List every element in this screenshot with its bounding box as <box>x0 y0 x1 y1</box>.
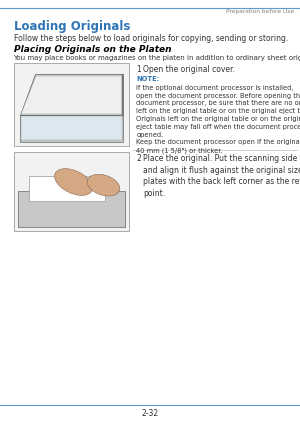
Text: Open the original cover.: Open the original cover. <box>143 65 235 74</box>
Bar <box>18 191 124 227</box>
Text: Place the original. Put the scanning side facedown
and align it flush against th: Place the original. Put the scanning sid… <box>143 154 300 198</box>
Text: 2-32: 2-32 <box>141 409 159 418</box>
Text: Placing Originals on the Platen: Placing Originals on the Platen <box>14 45 171 54</box>
Text: Loading Originals: Loading Originals <box>14 20 130 34</box>
FancyBboxPatch shape <box>14 63 129 146</box>
Text: Preparation before Use: Preparation before Use <box>226 9 294 14</box>
Bar <box>20 115 123 142</box>
Polygon shape <box>21 76 122 114</box>
Text: 2: 2 <box>136 154 141 163</box>
Bar <box>21 116 122 140</box>
Text: You may place books or magazines on the platen in addition to ordinary sheet ori: You may place books or magazines on the … <box>14 55 300 61</box>
Text: Follow the steps below to load originals for copying, sending or storing.: Follow the steps below to load originals… <box>14 34 288 43</box>
Text: NOTE:: NOTE: <box>136 76 160 82</box>
Polygon shape <box>20 74 123 115</box>
Text: If the optional document processor is installed,
open the document processor. Be: If the optional document processor is in… <box>136 85 300 153</box>
Text: 1: 1 <box>136 65 141 74</box>
Ellipse shape <box>87 174 120 196</box>
FancyBboxPatch shape <box>14 152 129 231</box>
Bar <box>28 176 105 201</box>
Ellipse shape <box>55 169 92 196</box>
